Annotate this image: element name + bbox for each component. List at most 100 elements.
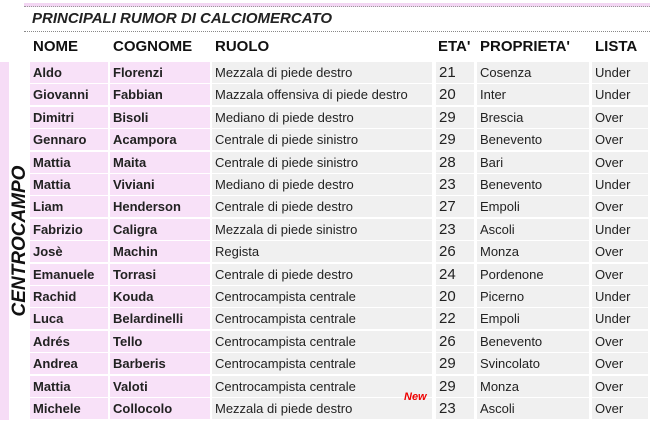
cell-cognome: Collocolo (110, 398, 210, 419)
cell-ruolo: Centrocampista centrale (212, 308, 432, 330)
cell-cognome: Viviani (110, 174, 210, 195)
cell-eta: 29 (436, 106, 474, 128)
cell-lista: Over (592, 196, 648, 218)
cell-ruolo: Centrocampista centrale (212, 353, 432, 375)
header-eta: ETA' (438, 38, 471, 55)
cell-nome: Mattia (30, 151, 108, 173)
cell-lista: Over (592, 241, 648, 263)
cell-lista: Under (592, 174, 648, 195)
cell-eta: 27 (436, 196, 474, 218)
cell-lista: Over (592, 398, 648, 419)
cell-ruolo: Centrocampista centrale (212, 375, 432, 397)
cell-lista: Over (592, 353, 648, 375)
header-cognome: COGNOME (113, 38, 193, 55)
top-divider (24, 3, 650, 7)
cell-cognome: Caligra (110, 218, 210, 240)
cell-lista: Over (592, 330, 648, 352)
cell-cognome: Tello (110, 330, 210, 352)
header-nome: NOME (33, 38, 78, 55)
cell-ruolo: Centrale di piede sinistro (212, 129, 432, 151)
cell-proprieta: Pordenone (477, 263, 589, 285)
cell-nome: Mattia (30, 375, 108, 397)
cell-ruolo: Mediano di piede destro (212, 106, 432, 128)
cell-cognome: Florenzi (110, 62, 210, 83)
cell-lista: Over (592, 375, 648, 397)
cell-nome: Adrés (30, 330, 108, 352)
cell-cognome: Maita (110, 151, 210, 173)
title-divider (24, 31, 650, 32)
cell-ruolo: Regista (212, 241, 432, 263)
cell-nome: Dimitri (30, 106, 108, 128)
table-row: Dimitri Bisoli Mediano di piede destro 29 Br… (0, 106, 650, 128)
cell-proprieta: Inter (477, 84, 589, 106)
cell-eta: 23 (436, 398, 474, 419)
cell-nome: Andrea (30, 353, 108, 375)
cell-proprieta: Benevento (477, 129, 589, 151)
cell-cognome: Machin (110, 241, 210, 263)
cell-nome: Josè (30, 241, 108, 263)
cell-proprieta: Cosenza (477, 62, 589, 83)
cell-eta: 26 (436, 241, 474, 263)
cell-lista: Under (592, 84, 648, 106)
cell-nome: Michele (30, 398, 108, 419)
cell-nome: Fabrizio (30, 218, 108, 240)
table-row: Liam Henderson Centrale di piede destro 27 E… (0, 196, 650, 218)
cell-eta: 24 (436, 263, 474, 285)
cell-proprieta: Monza (477, 241, 589, 263)
cell-eta: 21 (436, 62, 474, 83)
cell-lista: Under (592, 62, 648, 83)
cell-ruolo: Centrale di piede destro (212, 196, 432, 218)
cell-ruolo: Centrocampista centrale (212, 330, 432, 352)
cell-eta: 23 (436, 174, 474, 195)
cell-eta: 29 (436, 129, 474, 151)
cell-nome: Emanuele (30, 263, 108, 285)
cell-ruolo: Mediano di piede destro (212, 174, 432, 195)
cell-cognome: Fabbian (110, 84, 210, 106)
cell-cognome: Valoti (110, 375, 210, 397)
table-row: Mattia Valoti Centrocampista centrale 29 Mon… (0, 375, 650, 397)
cell-proprieta: Benevento (477, 174, 589, 195)
table-row: Emanuele Torrasi Centrale di piede destro 2… (0, 263, 650, 285)
header-ruolo: RUOLO (215, 38, 270, 55)
table-row: Aldo Florenzi Mezzala di piede destro 21 Cos… (0, 62, 650, 83)
cell-eta: 22 (436, 308, 474, 330)
cell-lista: Under (592, 308, 648, 330)
cell-nome: Luca (30, 308, 108, 330)
table-row: Adrés Tello Centrocampista centrale 26 Benev… (0, 330, 650, 352)
cell-lista: Under (592, 218, 648, 240)
cell-lista: Over (592, 263, 648, 285)
table-row: Michele Collocolo Mezzala di piede destro 2… (0, 398, 650, 419)
page-title: PRINCIPALI RUMOR DI CALCIOMERCATO (32, 10, 332, 27)
cell-nome: Liam (30, 196, 108, 218)
cell-ruolo: Mezzala di piede destro (212, 62, 432, 83)
cell-ruolo: Centrale di piede sinistro (212, 151, 432, 173)
cell-cognome: Acampora (110, 129, 210, 151)
cell-proprieta: Ascoli (477, 398, 589, 419)
cell-ruolo: Mezzala di piede sinistro (212, 218, 432, 240)
cell-eta: 20 (436, 84, 474, 106)
cell-cognome: Torrasi (110, 263, 210, 285)
cell-eta: 28 (436, 151, 474, 173)
cell-lista: Over (592, 106, 648, 128)
cell-proprieta: Benevento (477, 330, 589, 352)
cell-cognome: Barberis (110, 353, 210, 375)
cell-lista: Over (592, 129, 648, 151)
cell-eta: 29 (436, 375, 474, 397)
cell-nome: Aldo (30, 62, 108, 83)
cell-cognome: Belardinelli (110, 308, 210, 330)
table-row: Rachid Kouda Centrocampista centrale 20 Pice… (0, 286, 650, 307)
table-row: Andrea Barberis Centrocampista centrale 29 S… (0, 353, 650, 375)
cell-ruolo: Centrale di piede destro (212, 263, 432, 285)
section-bar (0, 62, 9, 420)
table-row: Mattia Maita Centrale di piede sinistro 28 B… (0, 151, 650, 173)
table-row: Josè Machin Regista 26 Monza Over (0, 241, 650, 263)
cell-proprieta: Monza (477, 375, 589, 397)
cell-eta: 26 (436, 330, 474, 352)
cell-nome: Rachid (30, 286, 108, 307)
cell-proprieta: Empoli (477, 308, 589, 330)
cell-eta: 23 (436, 218, 474, 240)
cell-proprieta: Picerno (477, 286, 589, 307)
cell-ruolo: Centrocampista centrale (212, 286, 432, 307)
cell-ruolo: Mazzala offensiva di piede destro (212, 84, 432, 106)
cell-proprieta: Brescia (477, 106, 589, 128)
